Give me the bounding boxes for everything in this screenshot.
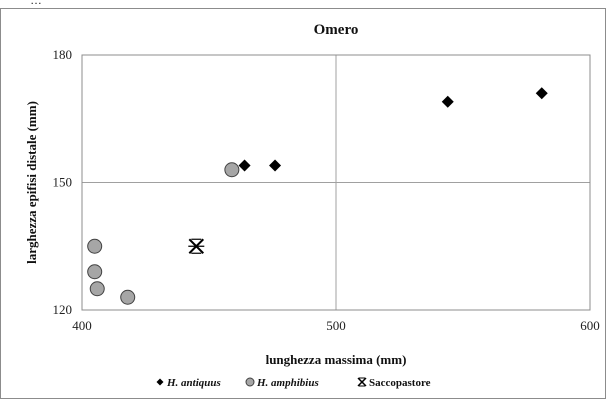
y-tick-label: 180 (53, 47, 73, 62)
diamond-point (535, 87, 548, 100)
series-0 (238, 87, 548, 172)
circle-point (224, 162, 240, 178)
series-1 (87, 162, 240, 305)
x-axis-title: lunghezza massima (mm) (266, 352, 407, 367)
circle-point (87, 238, 103, 254)
asterisk-point (188, 238, 205, 254)
plot-area (81, 54, 591, 311)
legend-item: H. antiquus (156, 377, 221, 389)
chart-frame (0, 8, 606, 399)
circle-point (120, 289, 136, 305)
legend: H. antiquus H. amphibius Saccopastore (156, 377, 431, 389)
x-tick-label: 500 (326, 318, 346, 333)
cropped-caption-text: … (30, 0, 42, 7)
y-tick-label: 150 (53, 175, 73, 190)
legend-diamond-marker (156, 378, 164, 386)
y-tick-label: 120 (53, 302, 73, 317)
cropped-caption-strip: … (0, 0, 608, 9)
asterisk-stroke (357, 377, 367, 387)
tick-labels: 400 500 600 120 150 180 (53, 47, 600, 333)
legend-label: H. antiquus (166, 377, 221, 389)
legend-asterisk-marker (357, 377, 367, 387)
legend-item: H. amphibius (245, 377, 319, 389)
legend-item: Saccopastore (357, 377, 431, 389)
gridlines (82, 55, 590, 310)
chart-title: Omero (314, 22, 359, 38)
x-tick-label: 400 (72, 318, 92, 333)
legend-label: Saccopastore (369, 377, 431, 389)
diamond-point (269, 159, 282, 172)
diamond-point (441, 95, 454, 108)
y-axis-title: larghezza epifisi distale (mm) (24, 101, 39, 264)
circle-point (87, 264, 103, 280)
legend-label: H. amphibius (256, 377, 319, 389)
circle-point (89, 281, 105, 297)
data-points (87, 87, 548, 305)
legend-circle-marker (245, 377, 255, 387)
series-2 (188, 238, 205, 254)
diamond-point (238, 159, 251, 172)
x-tick-label: 600 (580, 318, 600, 333)
